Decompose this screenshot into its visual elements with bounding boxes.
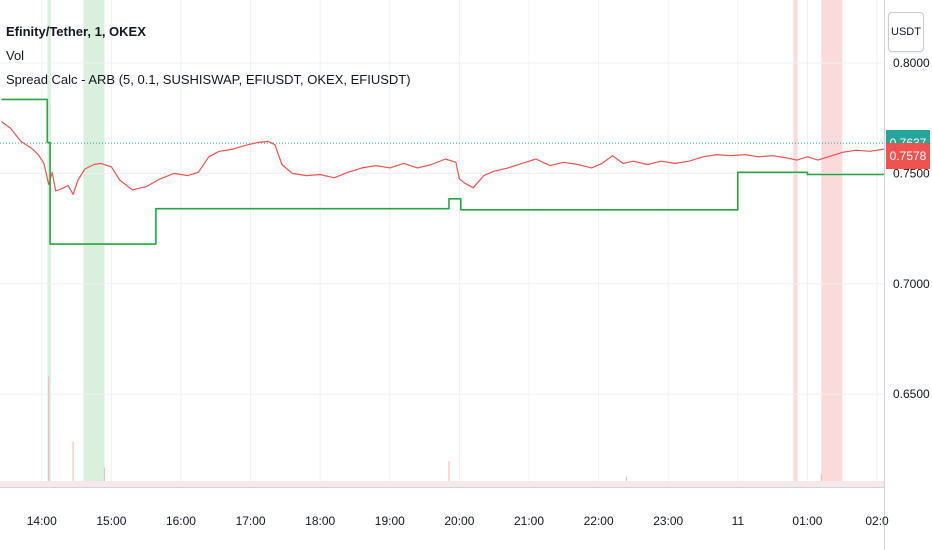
- x-tick-label: 22:00: [584, 514, 614, 528]
- price-series-line: [1, 121, 885, 195]
- highlight-band: [47, 0, 51, 487]
- x-tick-label: 14:00: [27, 514, 57, 528]
- spread-indicator-label[interactable]: Spread Calc - ARB (5, 0.1, SUSHISWAP, EF…: [6, 72, 411, 87]
- x-tick-label: 20:00: [444, 514, 474, 528]
- chart-legend: Efinity/Tether, 1, OKEX Vol Spread Calc …: [6, 20, 411, 92]
- highlight-band: [821, 0, 843, 487]
- y-tick-label: 0.8000: [893, 56, 930, 70]
- spread-series-line: [1, 98, 884, 245]
- currency-unit-button[interactable]: USDT: [888, 12, 924, 52]
- x-tick-label: 18:00: [305, 514, 335, 528]
- x-tick-label: 15:00: [96, 514, 126, 528]
- volume-indicator-label[interactable]: Vol: [6, 48, 25, 63]
- x-tick-label: 11: [732, 514, 745, 528]
- y-tick-label: 0.7500: [893, 166, 930, 180]
- x-tick-label: 17:00: [236, 514, 266, 528]
- x-tick-label: 16:00: [166, 514, 196, 528]
- y-tick-label: 0.6500: [893, 387, 930, 401]
- x-tick-label: 23:00: [653, 514, 683, 528]
- x-tick-label: 21:00: [514, 514, 544, 528]
- spread-price-tag: 0.7578: [886, 143, 930, 170]
- symbol-title[interactable]: Efinity/Tether, 1, OKEX: [6, 24, 146, 39]
- x-tick-label: 19:00: [375, 514, 405, 528]
- x-tick-label: 02:0: [865, 514, 889, 528]
- x-tick-label: 01:00: [792, 514, 822, 528]
- y-tick-label: 0.7000: [893, 277, 930, 291]
- highlight-band: [793, 0, 798, 487]
- volume-baseline: [0, 481, 884, 487]
